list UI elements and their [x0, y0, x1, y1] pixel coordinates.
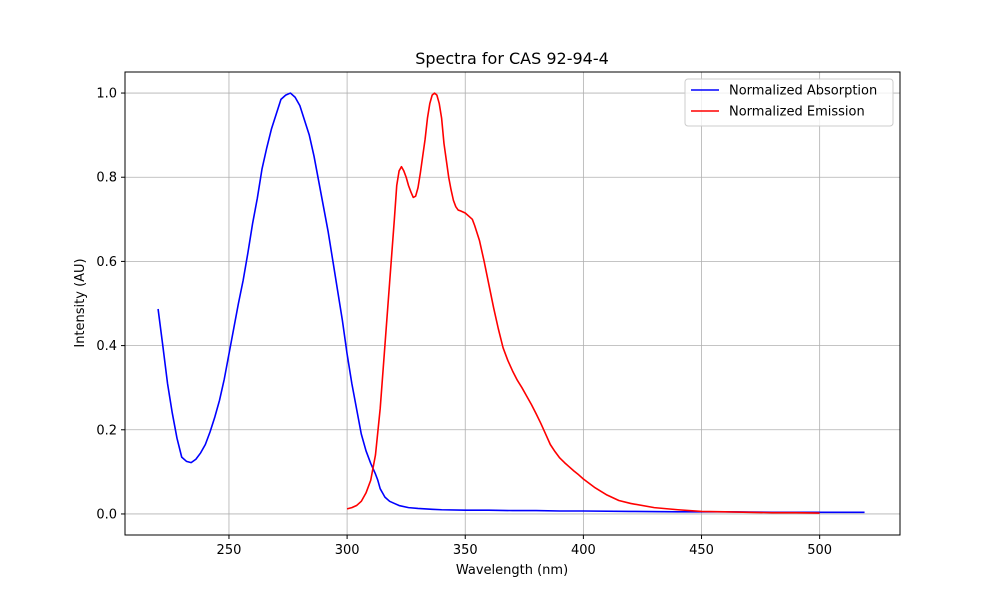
chart-title: Spectra for CAS 92-94-4: [415, 49, 609, 68]
grid-lines: [125, 72, 900, 535]
legend-label: Normalized Emission: [729, 105, 865, 120]
legend-label: Normalized Absorption: [729, 84, 877, 99]
y-tick-label: 0.4: [96, 339, 117, 354]
x-tick-label: 350: [453, 543, 478, 558]
y-tick-label: 1.0: [96, 87, 117, 102]
y-tick-label: 0.0: [96, 507, 117, 522]
y-tick-label: 0.6: [96, 255, 117, 270]
x-axis-label: Wavelength (nm): [456, 563, 568, 578]
x-tick-label: 450: [689, 543, 714, 558]
x-tick-label: 250: [217, 543, 242, 558]
y-axis: 0.0 0.2 0.4 0.6 0.8 1.0: [96, 87, 125, 522]
plot-frame: [124, 71, 901, 536]
x-tick-label: 500: [807, 543, 832, 558]
series-layer: [157, 92, 865, 514]
legend: Normalized Absorption Normalized Emission: [684, 78, 894, 127]
y-tick-label: 0.2: [96, 423, 117, 438]
normalized-emission-line: [346, 92, 820, 514]
x-tick-label: 300: [335, 543, 360, 558]
y-axis-label: Intensity (AU): [73, 258, 88, 347]
legend-box: [684, 78, 894, 127]
normalized-absorption-line: [157, 92, 865, 514]
x-axis: 250 300 350 400 450 500: [217, 535, 832, 558]
y-tick-label: 0.8: [96, 171, 117, 186]
x-tick-label: 400: [571, 543, 596, 558]
